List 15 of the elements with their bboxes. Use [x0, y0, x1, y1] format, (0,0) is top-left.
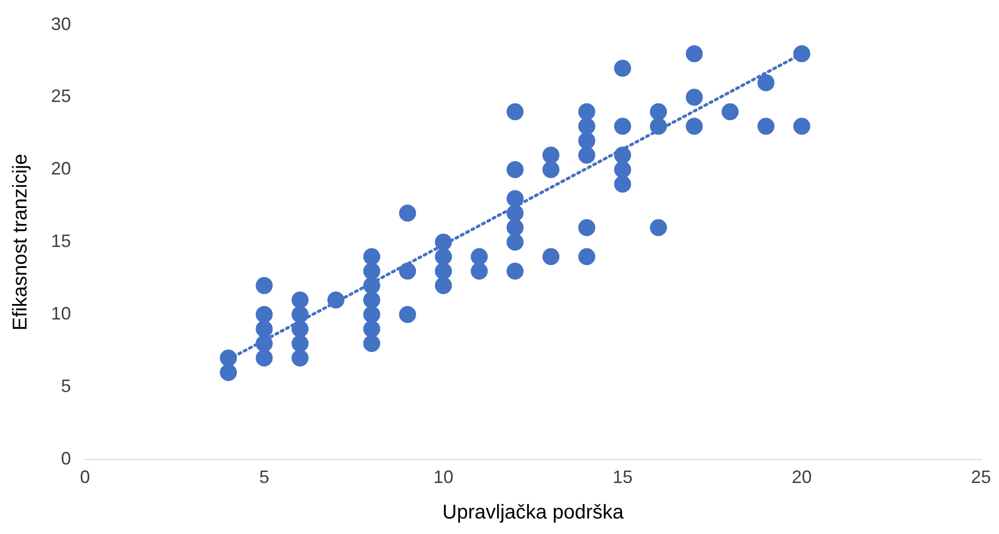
- x-tick-label: 25: [970, 467, 992, 488]
- x-axis-title: Upravljačka podrška: [442, 502, 624, 524]
- y-tick-label: 10: [50, 304, 72, 324]
- y-tick-label: 20: [50, 158, 72, 179]
- y-tick-label: 0: [61, 448, 72, 468]
- x-tick-label: 10: [433, 467, 454, 488]
- y-tick-label: 5: [61, 376, 72, 396]
- y-axis-title: Efikasnost tranzicije: [10, 154, 32, 330]
- y-tick-label: 30: [50, 14, 72, 34]
- x-tick-label: 20: [792, 467, 812, 488]
- x-tick-label: 15: [612, 467, 633, 488]
- x-tick-label: 0: [80, 467, 90, 488]
- x-tick-label: 5: [259, 467, 270, 488]
- y-tick-label: 15: [50, 231, 72, 252]
- y-tick-label: 25: [50, 86, 72, 106]
